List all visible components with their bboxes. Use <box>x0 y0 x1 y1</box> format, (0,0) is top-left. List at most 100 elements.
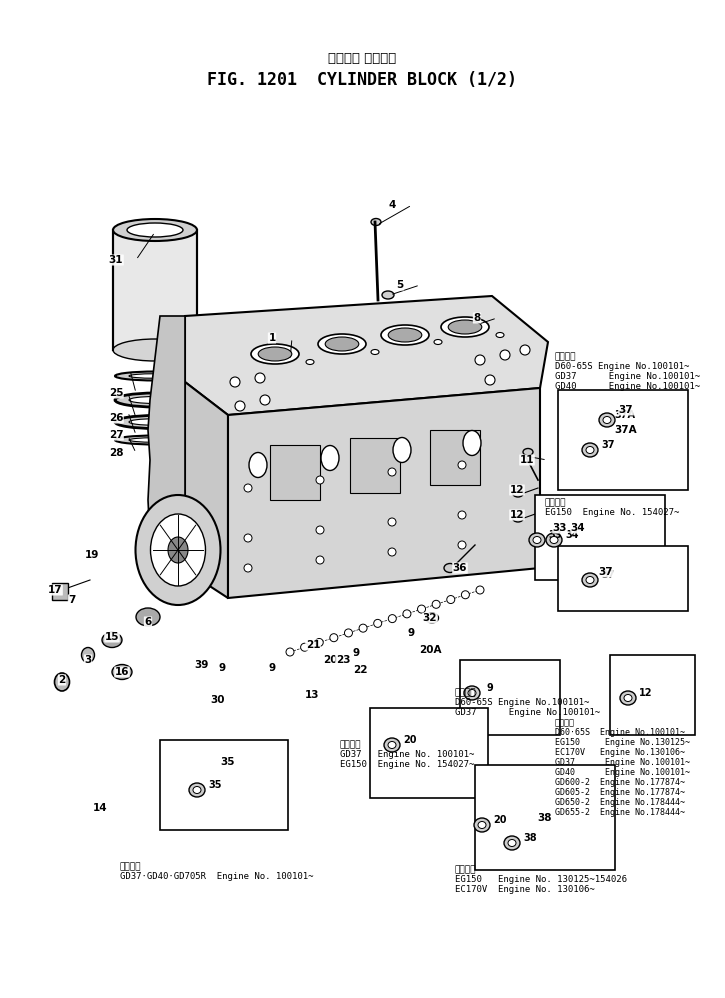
Ellipse shape <box>318 334 366 354</box>
Circle shape <box>316 476 324 484</box>
Ellipse shape <box>54 673 70 691</box>
Ellipse shape <box>599 413 615 427</box>
Text: 26: 26 <box>109 413 123 423</box>
Circle shape <box>286 648 294 656</box>
Ellipse shape <box>129 373 181 378</box>
Circle shape <box>230 377 240 387</box>
Text: 20: 20 <box>323 655 337 665</box>
Ellipse shape <box>582 443 598 457</box>
Ellipse shape <box>115 435 195 444</box>
Ellipse shape <box>586 577 594 584</box>
Circle shape <box>244 564 252 572</box>
Text: 33: 33 <box>552 523 567 533</box>
Text: 22: 22 <box>353 665 368 675</box>
Ellipse shape <box>115 393 195 407</box>
Circle shape <box>373 620 381 628</box>
Polygon shape <box>52 583 68 600</box>
Circle shape <box>520 345 530 355</box>
Circle shape <box>316 526 324 534</box>
Text: 適用号機: 適用号機 <box>340 740 362 749</box>
Ellipse shape <box>504 836 520 850</box>
Ellipse shape <box>603 416 611 423</box>
Text: 33: 33 <box>548 530 562 540</box>
Text: 37A: 37A <box>615 425 637 435</box>
Text: GD37      Engine No.100101~: GD37 Engine No.100101~ <box>555 372 700 381</box>
Ellipse shape <box>306 359 314 364</box>
Text: 25: 25 <box>109 388 123 398</box>
Text: 16: 16 <box>115 667 129 677</box>
Circle shape <box>359 624 367 632</box>
Bar <box>558 546 688 611</box>
Text: 36: 36 <box>452 563 467 573</box>
Text: 32: 32 <box>423 613 437 623</box>
Text: 6: 6 <box>144 617 152 627</box>
Ellipse shape <box>448 320 482 334</box>
Bar <box>475 765 615 870</box>
Bar <box>160 740 288 830</box>
Text: 12: 12 <box>510 510 524 520</box>
Ellipse shape <box>533 537 541 544</box>
Text: D60·65S  Engine No.100101~: D60·65S Engine No.100101~ <box>555 728 685 737</box>
Ellipse shape <box>388 328 422 342</box>
Circle shape <box>388 518 396 526</box>
Circle shape <box>403 610 411 618</box>
Ellipse shape <box>468 690 476 697</box>
Text: GD37·GD40·GD705R  Engine No. 100101~: GD37·GD40·GD705R Engine No. 100101~ <box>120 872 313 881</box>
Circle shape <box>389 615 397 623</box>
Text: 14: 14 <box>93 803 107 813</box>
Polygon shape <box>228 388 540 598</box>
Circle shape <box>330 634 338 642</box>
Ellipse shape <box>441 317 489 337</box>
FancyBboxPatch shape <box>430 430 480 485</box>
Polygon shape <box>148 316 185 570</box>
Circle shape <box>500 350 510 360</box>
Text: 27: 27 <box>109 430 123 440</box>
Ellipse shape <box>189 783 205 797</box>
FancyBboxPatch shape <box>270 445 320 500</box>
Ellipse shape <box>168 537 188 563</box>
Text: 4: 4 <box>389 200 396 210</box>
Text: 12: 12 <box>510 485 524 495</box>
Text: 15: 15 <box>104 632 119 642</box>
Text: 適用号機: 適用号機 <box>120 862 141 871</box>
Text: 適用号機: 適用号機 <box>455 688 476 697</box>
Text: 37: 37 <box>601 440 615 450</box>
Ellipse shape <box>444 564 456 573</box>
Text: 適用号機: 適用号機 <box>545 498 566 507</box>
Text: 1: 1 <box>268 333 276 343</box>
Text: 34: 34 <box>566 530 579 540</box>
Polygon shape <box>185 296 548 415</box>
Text: 31: 31 <box>109 255 123 265</box>
Ellipse shape <box>249 452 267 477</box>
Bar <box>535 495 665 580</box>
Circle shape <box>315 639 323 647</box>
Ellipse shape <box>426 613 439 623</box>
Text: 12: 12 <box>639 688 652 698</box>
Text: 2: 2 <box>59 675 66 685</box>
Ellipse shape <box>81 648 94 663</box>
Text: EG150   Engine No. 130125~154026: EG150 Engine No. 130125~154026 <box>455 875 627 884</box>
Ellipse shape <box>102 633 122 648</box>
Circle shape <box>485 375 495 385</box>
Text: 9: 9 <box>486 683 494 693</box>
Ellipse shape <box>193 786 201 793</box>
Ellipse shape <box>463 430 481 455</box>
Ellipse shape <box>434 339 442 344</box>
Text: 28: 28 <box>109 448 123 458</box>
Ellipse shape <box>529 533 545 547</box>
Ellipse shape <box>136 608 160 626</box>
Ellipse shape <box>127 223 183 237</box>
Ellipse shape <box>496 332 504 337</box>
Text: 19: 19 <box>85 550 99 560</box>
Ellipse shape <box>129 438 181 442</box>
Text: 8: 8 <box>473 313 481 323</box>
Text: 9: 9 <box>352 648 360 658</box>
Bar <box>558 390 688 490</box>
Circle shape <box>475 355 485 365</box>
Text: GD650-2  Engine No.178444~: GD650-2 Engine No.178444~ <box>555 798 685 807</box>
Bar <box>113 230 197 350</box>
Text: 適用号機: 適用号機 <box>455 865 476 874</box>
FancyBboxPatch shape <box>350 438 400 493</box>
Text: 20: 20 <box>493 815 507 825</box>
Text: 適用号機: 適用号機 <box>555 718 575 727</box>
